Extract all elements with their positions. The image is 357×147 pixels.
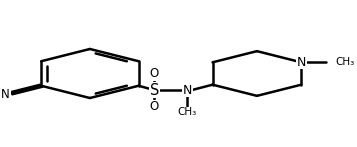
Text: O: O [150, 67, 159, 80]
Text: CH₃: CH₃ [178, 107, 197, 117]
Text: CH₃: CH₃ [335, 57, 355, 67]
Text: N: N [0, 88, 9, 101]
Text: N: N [297, 56, 306, 69]
Text: N: N [183, 84, 192, 97]
Text: S: S [150, 83, 159, 98]
Text: O: O [150, 100, 159, 113]
